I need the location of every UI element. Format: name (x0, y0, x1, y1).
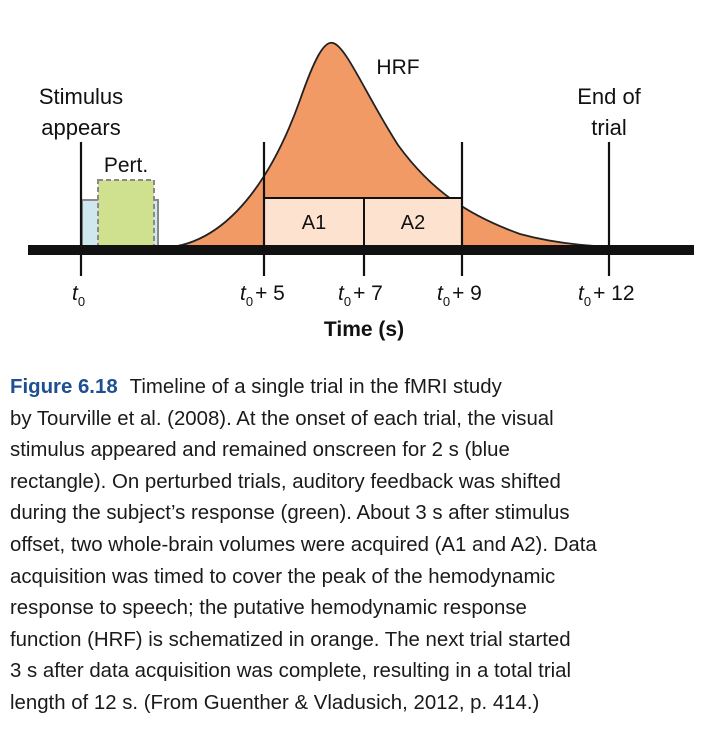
acquisition-label-a2: A2 (401, 212, 425, 234)
end-label-line1: End of (577, 84, 641, 109)
tick-label-t9: t0+ 9 (437, 282, 482, 309)
hrf-label: HRF (376, 56, 419, 79)
perturbation-rectangle (97, 179, 155, 247)
acquisition-label-a1: A1 (302, 212, 326, 234)
stimulus-label-line2: appears (41, 115, 121, 140)
caption-line-3: stimulus appeared and remained onscreen … (10, 439, 510, 462)
caption-line-1: Figure 6.18 Timeline of a single trial in… (10, 372, 708, 404)
caption-line-11: length of 12 s. (From Guenther & Vladusi… (10, 691, 540, 714)
hrf-curve (157, 41, 641, 249)
caption-line-10: 3 s after data acquisition was complete,… (10, 660, 572, 683)
time-axis-title: Time (s) (324, 318, 404, 341)
caption-line-9: function (HRF) is schematized in orange.… (10, 628, 571, 651)
time-axis-bar (28, 245, 694, 255)
tick-label-t7: t0+ 7 (338, 282, 383, 309)
caption-line-5: during the subject’s response (green). A… (10, 502, 570, 525)
caption-line-2: by Tourville et al. (2008). At the onset… (10, 407, 554, 430)
stimulus-label-line1: Stimulus (39, 84, 123, 109)
tick-label-t0: t0 (72, 282, 85, 309)
caption-line-8: response to speech; the putative hemodyn… (10, 597, 527, 620)
tick-label-t12: t0+ 12 (578, 282, 635, 309)
figure-caption: Figure 6.18 Timeline of a single trial in… (10, 372, 708, 720)
caption-line-4: rectangle). On perturbed trials, auditor… (10, 470, 561, 493)
end-label-line2: trial (591, 115, 626, 140)
trial-timeline-figure: A1 A2 Stimulus appears Pert. HRF End of … (28, 41, 694, 341)
figure-number: Figure 6.18 (10, 376, 118, 398)
caption-line-7: acquisition was timed to cover the peak … (10, 565, 556, 588)
caption-line-6: offset, two whole-brain volumes were acq… (10, 533, 597, 556)
caption-line-1-text: Timeline of a single trial in the fMRI s… (129, 376, 502, 398)
pert-label: Pert. (104, 154, 148, 177)
tick-label-t5: t0+ 5 (240, 282, 285, 309)
